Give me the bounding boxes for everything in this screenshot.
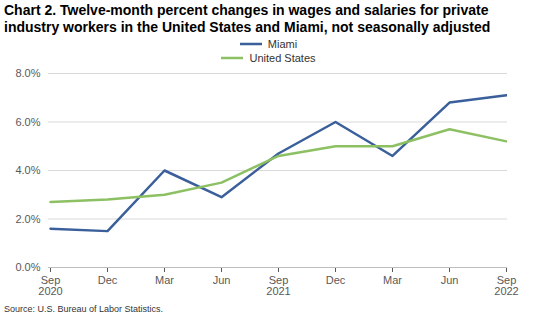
- svg-text:Sep2022: Sep2022: [494, 274, 518, 297]
- svg-text:Mar: Mar: [383, 274, 402, 286]
- html-text:Source: U.S. Bureau of Labor S: Source: U.S. Bureau of Labor Statistics.: [4, 304, 164, 314]
- svg-text:6.0%: 6.0%: [15, 116, 40, 128]
- svg-text:Dec: Dec: [326, 274, 346, 286]
- svg-text:Mar: Mar: [155, 274, 174, 286]
- svg-text:0.0%: 0.0%: [15, 261, 40, 273]
- svg-text:Jun: Jun: [441, 274, 459, 286]
- svg-text:2.0%: 2.0%: [15, 213, 40, 225]
- html-text:Miami: Miami: [267, 38, 298, 50]
- svg-text:4.0%: 4.0%: [15, 164, 40, 176]
- svg-text:Sep2021: Sep2021: [266, 274, 290, 297]
- svg-text:Jun: Jun: [213, 274, 231, 286]
- html-text:United States: United States: [249, 52, 316, 64]
- svg-text:Dec: Dec: [98, 274, 118, 286]
- svg-text:8.0%: 8.0%: [15, 67, 40, 79]
- svg-text:Sep2020: Sep2020: [38, 274, 62, 297]
- html-text:Chart 2. Twelve-month percent: Chart 2. Twelve-month percent changes in…: [4, 2, 491, 35]
